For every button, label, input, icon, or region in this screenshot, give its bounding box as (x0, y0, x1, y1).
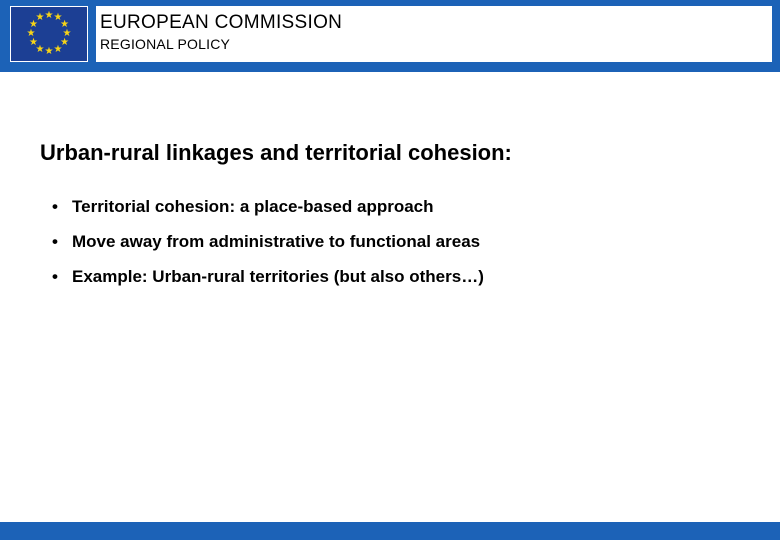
list-item: Move away from administrative to functio… (48, 231, 740, 254)
eu-star-icon: ★ (36, 13, 45, 23)
list-item: Territorial cohesion: a place-based appr… (48, 196, 740, 219)
slide-heading: Urban-rural linkages and territorial coh… (40, 140, 740, 166)
content-area: Urban-rural linkages and territorial coh… (40, 140, 740, 301)
header-title: EUROPEAN COMMISSION (100, 12, 764, 34)
eu-star-icon: ★ (45, 47, 54, 57)
header-subtitle: REGIONAL POLICY (100, 36, 764, 52)
eu-star-icon: ★ (27, 29, 36, 39)
eu-flag-icon: ★★★★★★★★★★★★ (10, 6, 88, 62)
list-item: Example: Urban-rural territories (but al… (48, 266, 740, 289)
eu-star-icon: ★ (54, 45, 63, 55)
eu-star-icon: ★ (45, 11, 54, 21)
eu-star-icon: ★ (29, 38, 38, 48)
bullet-list: Territorial cohesion: a place-based appr… (40, 196, 740, 289)
header-text-panel: EUROPEAN COMMISSION REGIONAL POLICY (96, 6, 772, 62)
footer-band (0, 522, 780, 540)
slide: ★★★★★★★★★★★★ EUROPEAN COMMISSION REGIONA… (0, 0, 780, 540)
